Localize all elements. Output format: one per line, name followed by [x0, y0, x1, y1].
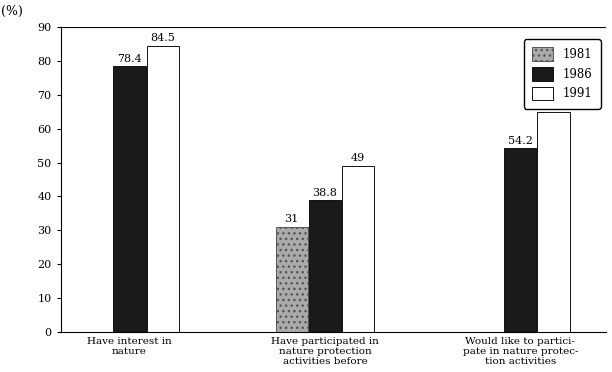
Bar	[309, 201, 341, 332]
Text: 38.8: 38.8	[313, 188, 337, 198]
Bar	[504, 148, 536, 332]
Text: 31: 31	[285, 214, 299, 224]
Bar	[342, 166, 375, 332]
Text: 64.9: 64.9	[541, 99, 566, 109]
Bar	[147, 46, 179, 332]
Legend: 1981, 1986, 1991: 1981, 1986, 1991	[524, 39, 600, 109]
Bar	[537, 112, 570, 332]
Text: 84.5: 84.5	[151, 33, 175, 43]
Text: 49: 49	[351, 153, 365, 163]
Bar	[275, 227, 308, 332]
Text: 54.2: 54.2	[508, 136, 532, 145]
Text: 78.4: 78.4	[118, 54, 142, 64]
Bar	[113, 67, 146, 332]
Text: (%): (%)	[1, 5, 23, 18]
